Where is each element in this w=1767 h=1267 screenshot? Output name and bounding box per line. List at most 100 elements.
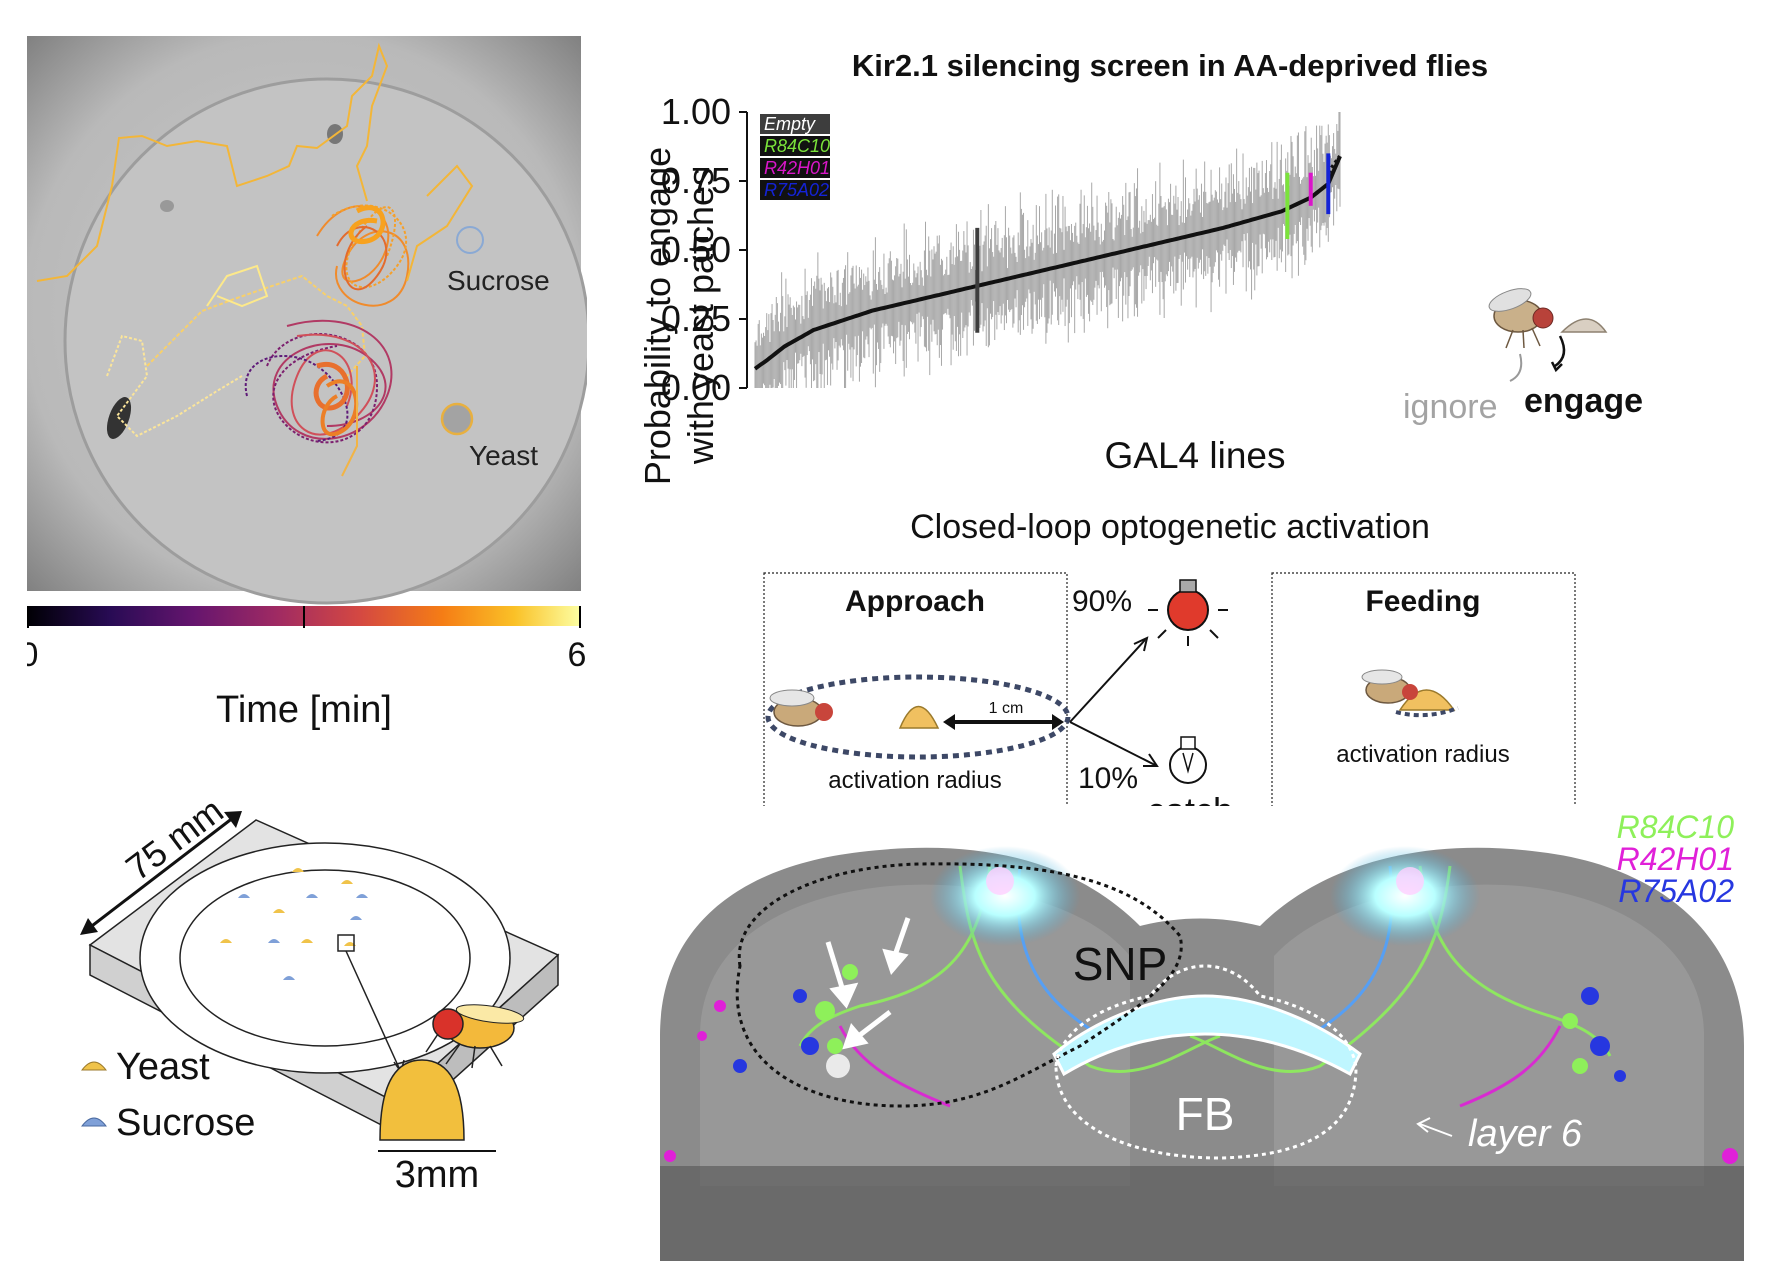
legend-box-empty xyxy=(760,114,830,134)
percent-on: 90% xyxy=(1072,585,1132,618)
trajectory xyxy=(36,42,389,282)
size-arrow-head xyxy=(224,811,242,828)
branch-arrow-off xyxy=(1069,721,1156,766)
colorbar-max: 6 xyxy=(568,636,587,674)
branch-arrow-on xyxy=(1069,639,1146,723)
snp-outline xyxy=(735,862,1183,1108)
fly-icon xyxy=(1361,669,1418,704)
sucrose-patch xyxy=(456,226,484,254)
cell-body-spots xyxy=(664,964,1738,1164)
sucrose-track-cluster xyxy=(316,164,474,307)
food-patch-icon xyxy=(1560,318,1608,333)
yeast-track-cluster xyxy=(244,319,393,477)
y-axis-label-line1: Probability to engage xyxy=(640,147,678,485)
mean-curve xyxy=(753,155,1342,371)
ignore-label: ignore xyxy=(1403,388,1498,426)
light-off-icon xyxy=(1169,736,1207,784)
engage-arrow-head xyxy=(1550,361,1563,373)
distance-arrow-head xyxy=(1052,714,1064,730)
optogenetic-panel: Closed-loop optogenetic activation Appro… xyxy=(760,500,1580,831)
brain-image: SNP FB layer 6 R84C10 R42H01 R75A02 xyxy=(660,806,1744,1261)
signal-spot xyxy=(986,867,1014,895)
percent-off: 10% xyxy=(1078,762,1138,795)
size-arrow-head xyxy=(80,918,98,935)
fly-icon xyxy=(1488,288,1554,349)
snp-signal-left xyxy=(930,846,1080,946)
feeding-radius-label: activation radius xyxy=(1336,741,1509,768)
food-patches xyxy=(220,868,368,980)
trajectory xyxy=(106,334,243,438)
optogenetic-title: Closed-loop optogenetic activation xyxy=(910,508,1430,546)
engage-label: engage xyxy=(1524,382,1643,420)
fb-outline xyxy=(1054,964,1358,1160)
screen-chart-panel: Kir2.1 silencing screen in AA-deprived f… xyxy=(637,36,1760,496)
error-bars xyxy=(754,112,1341,388)
distance-label: 1 cm xyxy=(989,700,1024,717)
brain-legend-r42h01: R42H01 xyxy=(1617,841,1734,877)
yeast-label: Yeast xyxy=(469,440,538,471)
approach-radius-label: activation radius xyxy=(828,767,1001,794)
fly-icon xyxy=(425,1004,525,1069)
signal-spot xyxy=(1396,867,1424,895)
layer-label: layer 6 xyxy=(1468,1113,1583,1155)
chart-title: Kir2.1 silencing screen in AA-deprived f… xyxy=(852,48,1488,83)
y-tick-label: 0.00 xyxy=(661,367,731,408)
legend-label-r84c10: R84C10 xyxy=(764,136,830,156)
legend-box-r75a02 xyxy=(760,180,830,200)
branch-arrow-off-head xyxy=(1143,753,1159,767)
distance-arrow-head xyxy=(943,714,955,730)
y-axis: 0.00 0.25 0.50 0.75 1.00 xyxy=(661,91,748,408)
y-tick-label: 0.75 xyxy=(661,160,731,201)
colorbar-min: 0 xyxy=(27,636,38,674)
annotation-arrows xyxy=(825,917,911,1050)
layer-arrow xyxy=(1419,1123,1453,1137)
approach-title: Approach xyxy=(845,585,985,618)
yeast-legend-label: Yeast xyxy=(116,1046,210,1088)
layer-arrow-head xyxy=(1416,1117,1431,1133)
trajectory xyxy=(206,264,269,308)
tracking-image: Sucrose Yeast 0 6 Time [min] xyxy=(20,36,591,731)
legend-box-r84c10 xyxy=(760,136,830,156)
arena-inner-ring xyxy=(179,869,471,1047)
arena-schematic: 75 mm Yeast Sucrose 3mm xyxy=(80,789,560,1196)
colorbar-label: Time [min] xyxy=(216,689,392,731)
snp-label: SNP xyxy=(1073,938,1168,990)
brain-legend-r84c10: R84C10 xyxy=(1617,809,1735,845)
x-axis-label: GAL4 lines xyxy=(1105,435,1286,476)
optogenetic-diagram: Closed-loop optogenetic activation Appro… xyxy=(763,508,1576,831)
sucrose-legend-icon xyxy=(80,1117,108,1127)
snp-signal-right xyxy=(1330,846,1480,946)
trajectory xyxy=(146,274,367,377)
highlighted-lines xyxy=(975,153,1331,333)
y-tick-label: 0.50 xyxy=(661,229,731,270)
arena-edge xyxy=(63,77,591,605)
legend-label-r42h01: R42H01 xyxy=(764,158,830,178)
yeast-drop xyxy=(379,1059,465,1141)
dark-blob xyxy=(160,200,174,212)
sucrose-label: Sucrose xyxy=(447,265,550,296)
fly-icon xyxy=(769,689,833,727)
legend-label-empty: Empty xyxy=(764,114,816,134)
light-on-icon xyxy=(1148,579,1228,646)
legend-box-r42h01 xyxy=(760,158,830,178)
brain-hemisphere xyxy=(700,884,1130,1186)
branch-arrow-on-head xyxy=(1133,636,1149,652)
yeast-legend-icon xyxy=(80,1061,108,1071)
scale-label: 3mm xyxy=(395,1154,479,1196)
arena-schematic-panel: 75 mm Yeast Sucrose 3mm xyxy=(60,780,580,1220)
approach-activation-radius xyxy=(765,674,1071,760)
yeast-patch xyxy=(440,402,474,436)
screen-chart: Kir2.1 silencing screen in AA-deprived f… xyxy=(637,48,1643,485)
ignore-arrow xyxy=(1509,353,1523,382)
brain-legend-r75a02: R75A02 xyxy=(1618,873,1734,909)
legend-label-r75a02: R75A02 xyxy=(764,180,829,200)
zoom-line xyxy=(345,950,401,1071)
fb-label: FB xyxy=(1176,1088,1235,1140)
size-arrow xyxy=(83,812,239,934)
y-axis-label-line2: with yeast patches xyxy=(680,168,721,465)
y-tick-label: 0.25 xyxy=(661,298,731,339)
sucrose-legend-label: Sucrose xyxy=(116,1102,255,1144)
mean-line xyxy=(753,155,1342,371)
feeding-title: Feeding xyxy=(1365,585,1480,618)
